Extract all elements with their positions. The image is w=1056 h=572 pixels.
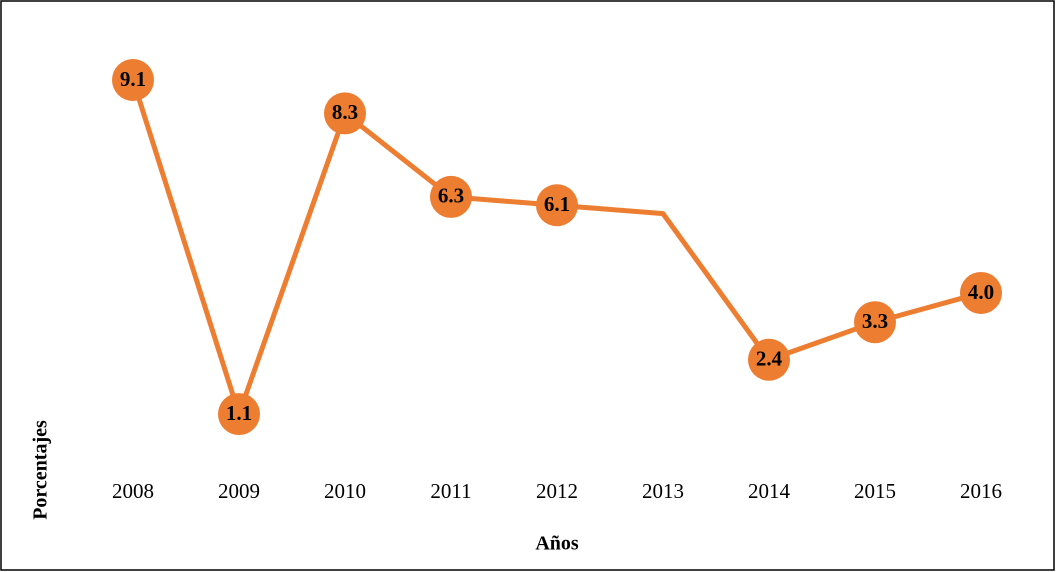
x-tick-label: 2012 <box>536 479 578 503</box>
y-axis-label: Porcentajes <box>30 420 52 520</box>
marker <box>960 271 1002 314</box>
marker <box>112 58 154 101</box>
marker <box>218 393 260 436</box>
data-label: 6.3 <box>438 184 464 208</box>
data-label: 6.1 <box>544 192 570 216</box>
data-label: 1.1 <box>226 401 252 425</box>
marker <box>748 338 790 381</box>
x-tick-label: 2016 <box>960 479 1002 503</box>
x-tick-label: 2013 <box>642 479 684 503</box>
x-tick-label: 2008 <box>112 479 154 503</box>
marker <box>854 301 896 344</box>
marker <box>536 184 578 227</box>
x-axis-label: Años <box>535 533 579 555</box>
data-label: 9.1 <box>120 67 146 91</box>
data-label: 3.3 <box>862 309 888 333</box>
x-tick-label: 2009 <box>218 479 260 503</box>
marker <box>324 92 366 135</box>
x-tick-label: 2011 <box>430 479 471 503</box>
data-label: 8.3 <box>332 100 358 124</box>
data-label: 2.4 <box>756 347 783 371</box>
x-tick-label: 2015 <box>854 479 896 503</box>
x-tick-label: 2014 <box>748 479 791 503</box>
data-label: 4.0 <box>968 280 994 304</box>
marker <box>430 175 472 218</box>
x-tick-label: 2010 <box>324 479 366 503</box>
